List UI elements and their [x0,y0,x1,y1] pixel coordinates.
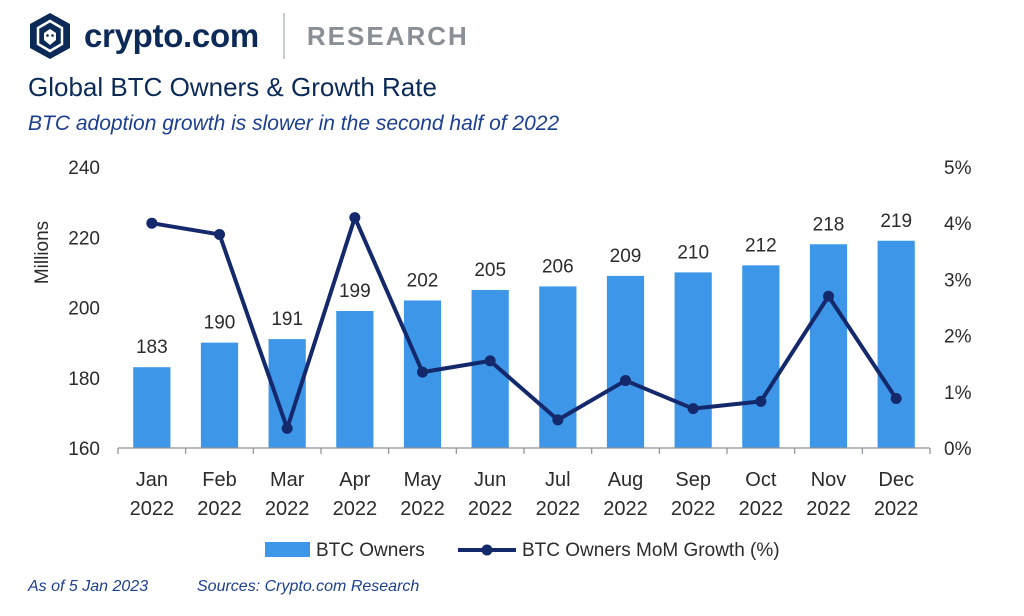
x-tick-label-year: 2022 [671,498,716,520]
growth-point [146,217,158,229]
bar-data-label: 202 [407,270,439,291]
growth-line [151,215,898,431]
x-tick-label-year: 2022 [468,498,513,520]
x-tick-label-month: Apr [339,469,370,491]
bar [742,265,780,448]
bar-data-label: 206 [542,256,574,277]
bar [809,244,848,448]
growth-point [349,212,361,224]
legend-line-marker [481,544,493,556]
y2-tick-label: 3% [944,270,972,291]
x-tick-label-year: 2022 [536,498,581,520]
x-tick-label-year: 2022 [197,498,242,520]
bar-data-label: 190 [204,313,236,334]
bar [200,342,239,448]
bar-data-label: 209 [610,246,642,267]
brand-logo-text: crypto.com [84,17,259,54]
bar-data-label: 199 [339,281,371,302]
y-axis-title: Millions [32,221,53,284]
y-tick-label: 240 [68,158,100,179]
legend-bar-swatch [265,542,310,557]
legend-line-label: BTC Owners MoM Growth (%) [522,540,780,561]
crypto-com-lion-shield-icon [30,13,70,59]
growth-point [417,366,428,378]
x-tick-label-month: Jan [136,469,168,491]
bar-data-label: 210 [677,242,709,263]
y2-tick-label: 0% [944,439,972,460]
y2-tick-label: 1% [944,383,972,404]
brand-header: crypto.com RESEARCH [28,10,469,62]
x-tick-label-month: May [404,469,442,491]
footer-as-of: As of 5 Jan 2023 [28,578,149,595]
y2-tick-label: 2% [944,327,972,348]
footer-sources: Sources: Crypto.com Research [197,578,420,595]
x-tick-label-month: Nov [811,469,847,491]
legend-bar-label: BTC Owners [316,540,425,561]
growth-point [823,290,834,302]
x-tick-label-year: 2022 [603,498,648,520]
combo-chart: 183 190 191 199 202 205 206 209 210 212 218 219 160 1… [32,158,972,561]
brand-divider [282,13,285,59]
x-tick-label-month: Dec [878,469,914,491]
x-tick-label-month: Aug [608,469,644,491]
growth-point [620,375,631,387]
y-tick-label: 180 [68,369,100,390]
bar-data-label: 219 [880,211,912,232]
x-tick-label-year: 2022 [806,498,851,520]
x-tick-label-month: Sep [675,469,711,491]
bar [133,367,171,448]
x-tick-label-month: Jun [474,469,506,491]
x-tick-label-year: 2022 [130,498,175,520]
growth-point [281,422,293,434]
chart-subtitle: BTC adoption growth is slower in the sec… [28,112,560,135]
bar [606,275,645,448]
y2-tick-label: 5% [944,158,972,179]
bar [674,272,712,448]
growth-point [552,414,564,426]
y-tick-label: 160 [68,439,100,460]
growth-point [890,393,902,405]
bar-data-label: 183 [136,337,168,358]
x-tick-label-year: 2022 [265,498,310,520]
growth-point [687,403,699,415]
x-tick-label-month: Jul [545,469,571,491]
x-tick-label-month: Feb [202,469,236,491]
bar-data-label: 191 [271,309,303,330]
growth-point [484,355,496,367]
growth-point [214,228,225,240]
y-tick-label: 200 [68,299,100,320]
y2-tick-label: 4% [944,214,972,235]
growth-point [755,395,767,407]
bar-data-label: 218 [813,214,845,235]
brand-section-label: RESEARCH [306,20,469,51]
x-tick-label-month: Oct [745,469,777,491]
chart-title: Global BTC Owners & Growth Rate [28,72,437,102]
bar-data-label: 212 [745,235,777,256]
bar-data-label: 205 [474,260,506,281]
x-tick-label-year: 2022 [739,498,784,520]
y-tick-label: 220 [68,228,100,249]
x-tick-label-year: 2022 [874,498,919,520]
bar [471,289,509,448]
x-tick-label-year: 2022 [400,498,445,520]
x-tick-label-month: Mar [270,469,305,491]
x-tick-label-year: 2022 [333,498,378,520]
bar [877,240,915,448]
bar [336,311,374,448]
